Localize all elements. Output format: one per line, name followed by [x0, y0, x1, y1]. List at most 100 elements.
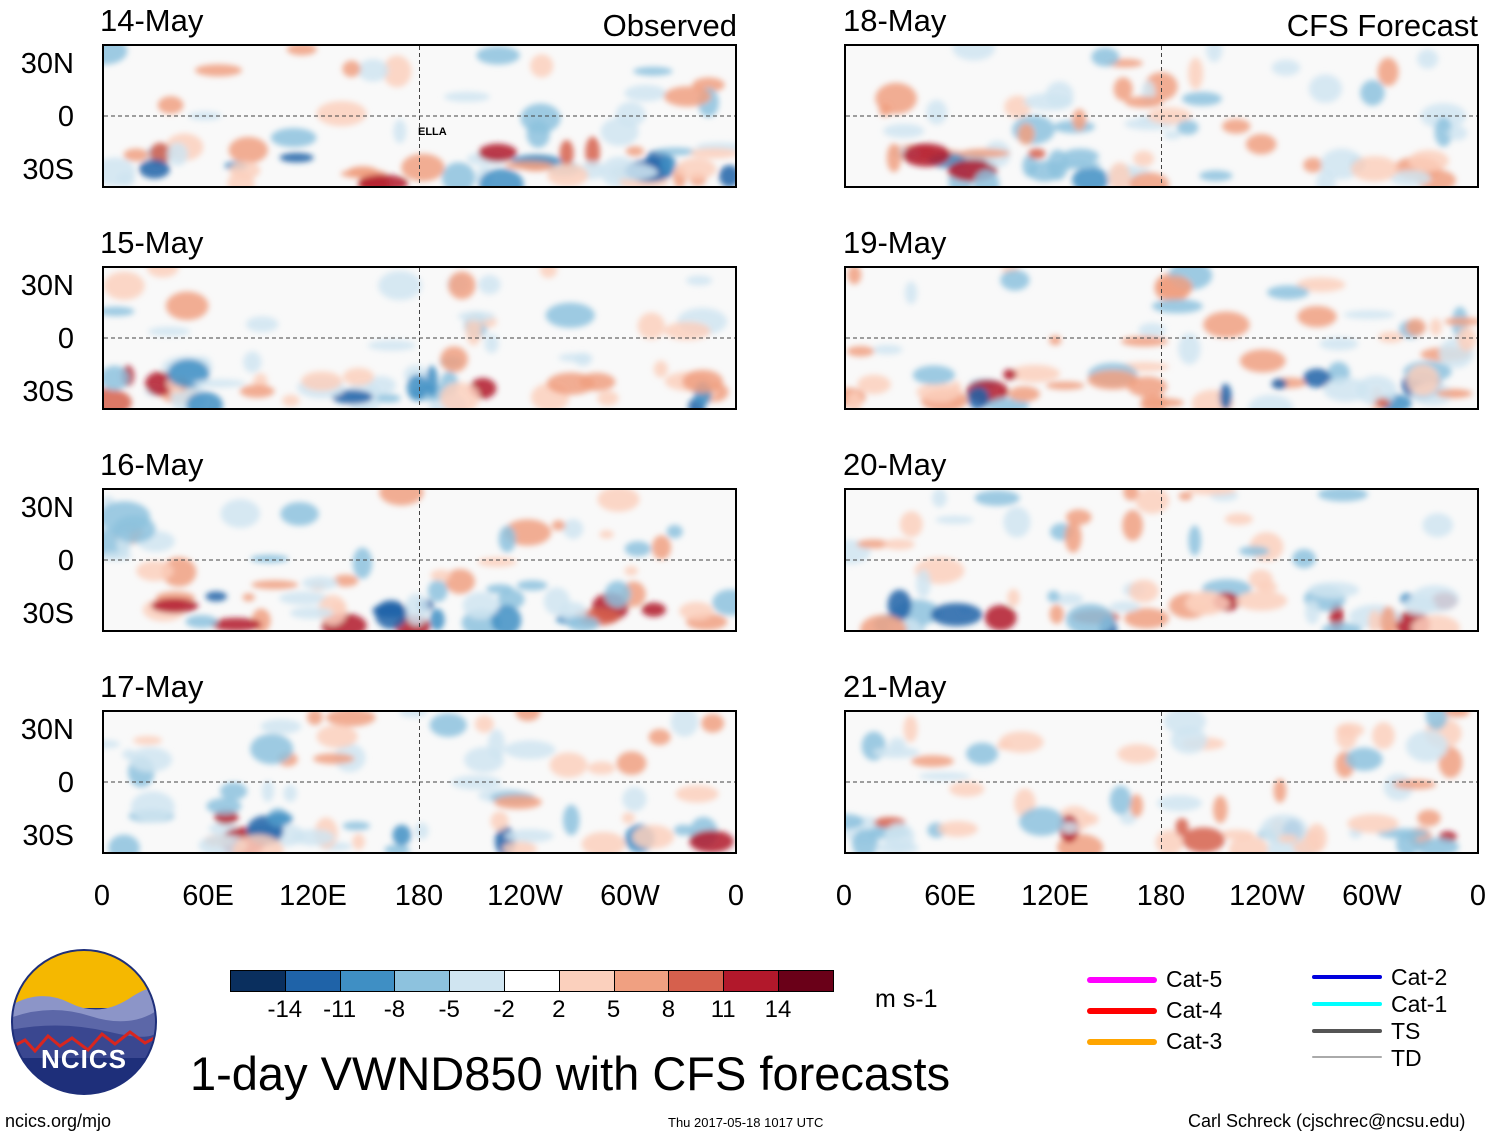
legend-line	[1312, 1056, 1382, 1058]
anomaly-blob	[608, 163, 658, 181]
footer-timestamp: Thu 2017-05-18 1017 UTC	[668, 1115, 824, 1130]
anomaly-blob	[498, 525, 516, 553]
anomaly-blob	[108, 834, 140, 852]
anomaly-blob	[185, 615, 218, 629]
anomaly-blob	[289, 606, 334, 620]
anomaly-blob	[167, 359, 210, 388]
anomaly-blob	[1091, 47, 1120, 67]
anomaly-blob	[1245, 134, 1277, 155]
anomaly-blob	[1447, 125, 1468, 141]
anomaly-blob	[478, 143, 518, 162]
anomaly-blob	[1277, 834, 1298, 843]
legend-line	[1087, 977, 1157, 983]
colorbar-label: 11	[710, 996, 736, 1023]
anomaly-blob	[1380, 606, 1397, 630]
colorbar-label: 5	[606, 996, 621, 1023]
anomaly-blob	[250, 554, 289, 563]
anomaly-blob	[1120, 336, 1169, 347]
anomaly-blob	[578, 372, 616, 392]
anomaly-blob	[562, 804, 580, 836]
legend-line	[1087, 1039, 1157, 1045]
anomaly-blob	[104, 365, 130, 391]
anomaly-blob	[1047, 149, 1069, 181]
anomaly-blob	[689, 830, 734, 852]
lat-tick: 30S	[22, 820, 74, 852]
anomaly-blob	[502, 841, 537, 852]
legend-label: Cat-3	[1166, 1028, 1223, 1054]
anomaly-blob	[450, 775, 502, 790]
anomaly-blob	[654, 147, 697, 156]
anomaly-blob	[1457, 326, 1477, 352]
anomaly-blob	[1203, 311, 1250, 338]
anomaly-blob	[104, 46, 128, 65]
anomaly-blob	[690, 147, 735, 159]
anomaly-blob	[1238, 546, 1270, 557]
anomaly-blob	[1429, 318, 1442, 336]
anomaly-blob	[365, 376, 396, 395]
anomaly-blob	[504, 740, 556, 760]
anomaly-blob	[648, 728, 671, 746]
lat-tick: 30S	[22, 376, 74, 408]
anomaly-blob	[637, 312, 666, 340]
anomaly-field	[846, 46, 1477, 186]
anomaly-blob	[301, 371, 343, 392]
anomaly-blob	[1425, 712, 1448, 731]
anomaly-blob	[1271, 378, 1288, 390]
lon-tick: 60W	[600, 880, 660, 912]
anomaly-blob	[1350, 156, 1399, 182]
anomaly-blob	[1156, 275, 1193, 299]
anomaly-blob	[307, 712, 323, 726]
anomaly-blob	[122, 749, 136, 760]
anomaly-blob	[915, 569, 931, 598]
anomaly-blob	[104, 739, 121, 749]
anomaly-blob	[486, 584, 514, 594]
anomaly-blob	[342, 367, 375, 386]
anomaly-blob	[427, 579, 448, 603]
anomaly-blob	[1235, 590, 1288, 611]
anomaly-blob	[875, 82, 917, 115]
colorbar-label: 2	[552, 996, 566, 1023]
anomaly-blob	[1175, 818, 1189, 837]
anomaly-blob	[616, 751, 647, 776]
lon-tick: 180	[1136, 880, 1186, 912]
anomaly-blob	[1308, 581, 1360, 599]
anomaly-blob	[1083, 813, 1099, 825]
anomaly-blob	[1122, 509, 1143, 541]
anomaly-blob	[325, 712, 376, 727]
anomaly-blob	[712, 589, 735, 616]
map-panel	[844, 488, 1479, 632]
anomaly-blob	[1405, 318, 1426, 336]
anomaly-blob	[113, 515, 156, 543]
anomaly-blob	[279, 591, 329, 605]
anomaly-blob	[490, 811, 509, 831]
colorbar-swatch	[394, 970, 451, 992]
legend-line	[1087, 1008, 1157, 1014]
anomaly-blob	[443, 91, 490, 103]
anomaly-field	[846, 490, 1477, 630]
anomaly-blob	[161, 557, 197, 587]
anomaly-blob	[379, 490, 424, 506]
anomaly-blob	[1219, 383, 1232, 408]
anomaly-blob	[549, 752, 588, 778]
anomaly-blob	[429, 713, 467, 737]
forecast-tag: CFS Forecast	[1286, 8, 1478, 43]
anomaly-blob	[1199, 170, 1233, 182]
footer-author: Carl Schreck (cjschrec@ncsu.edu)	[1188, 1111, 1466, 1131]
anomaly-blob	[261, 780, 275, 803]
anomaly-blob	[316, 100, 367, 127]
anomaly-blob	[1133, 150, 1155, 167]
anomaly-blob	[1178, 333, 1201, 365]
anomaly-blob	[872, 344, 903, 355]
storm-label: ELLA	[418, 126, 447, 138]
anomaly-blob	[504, 829, 554, 843]
anomaly-blob	[245, 316, 279, 333]
anomaly-blob	[441, 162, 476, 186]
anomaly-blob	[597, 390, 619, 406]
legend-line	[1312, 1002, 1382, 1006]
anomaly-blob	[228, 136, 269, 164]
colorbar-swatch	[230, 970, 286, 992]
map-panel	[844, 266, 1479, 410]
anomaly-blob	[1188, 525, 1202, 556]
anomaly-blob	[504, 161, 553, 170]
anomaly-blob	[1127, 376, 1167, 397]
